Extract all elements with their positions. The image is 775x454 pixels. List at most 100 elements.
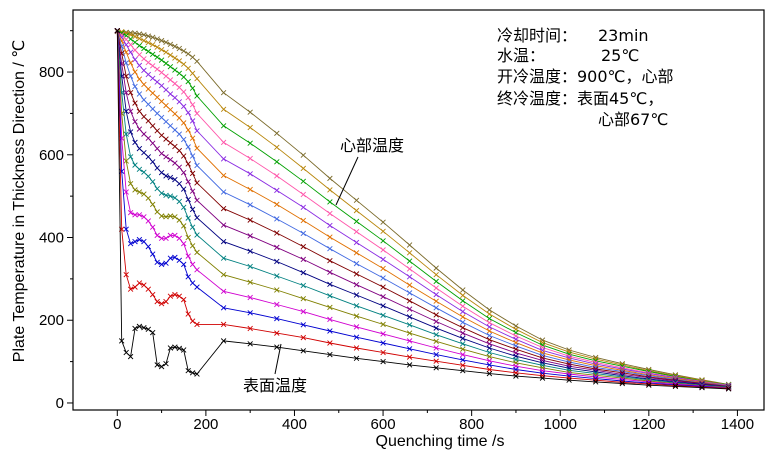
data-point-s7-18 [194,197,200,204]
data-point-s7-8 [149,140,156,146]
data-point-s14-28 [460,292,466,299]
data-point-s1-19 [220,321,227,328]
data-point-s0-27 [433,365,439,371]
data-point-s9-18 [194,162,200,169]
data-point-s9-9 [154,110,160,117]
data-point-s15-25 [380,219,386,225]
end-temp-line: 终冷温度：表面45℃， [497,89,663,108]
data-point-s0-1 [118,338,125,344]
core-temp-pointer [335,156,359,206]
data-point-s2-27 [433,351,439,358]
data-point-s11-29 [486,324,493,330]
data-point-s4-22 [300,295,307,302]
data-point-s1-21 [274,330,280,336]
data-point-s6-7 [145,154,152,160]
data-point-s2-24 [353,334,360,340]
data-point-s12-9 [154,66,160,72]
data-point-s10-15 [180,120,187,126]
series-11 [114,27,732,389]
data-point-s1-23 [327,340,333,346]
data-point-s4-26 [406,330,413,336]
data-point-s4-25 [380,321,386,328]
data-point-s1-9 [154,298,160,305]
data-point-s13-13 [172,67,178,73]
data-point-s7-29 [486,341,493,347]
data-point-s1-28 [460,362,466,369]
data-point-s9-15 [180,136,187,143]
data-point-s3-15 [180,240,187,247]
data-point-s5-4 [132,162,138,168]
data-point-s11-25 [380,256,386,263]
data-point-s4-13 [172,214,178,220]
data-point-s6-10 [158,169,165,176]
cooling-time-label: 冷却时间： [497,26,577,45]
data-point-s7-11 [163,154,169,160]
data-point-s9-4 [132,83,138,90]
data-point-s3-29 [486,358,493,364]
data-point-s14-10 [158,46,165,53]
y-tick-label: 800 [39,64,64,81]
data-point-s7-22 [300,256,307,263]
data-point-s13-16 [185,78,191,85]
data-point-s1-12 [167,293,174,299]
data-point-s14-27 [433,271,439,278]
data-point-s10-14 [176,115,183,121]
data-point-s4-20 [247,279,253,285]
data-point-s7-9 [154,145,160,152]
tick-layer: 0 200 400 600 800 1000 1200 1400 0 200 400 600 800 [39,30,754,433]
data-point-s5-13 [172,195,178,201]
data-point-s11-7 [145,71,152,78]
data-point-s9-14 [176,131,183,137]
data-point-s6-14 [176,180,183,187]
data-point-s0-6 [141,324,147,331]
core-temp-label: 心部温度 [340,136,404,155]
data-point-s15-9 [154,36,160,42]
data-point-s0-29 [486,370,493,377]
data-point-s1-11 [163,298,169,305]
core-annotation: 心部温度 [335,136,404,206]
data-point-s1-27 [433,358,439,364]
data-point-s8-17 [189,170,196,177]
data-point-s0-28 [460,367,466,374]
y-tick-label: 0 [56,395,64,412]
data-point-s13-15 [180,74,187,80]
cooling-time-value: 23min [598,26,649,45]
series-0 [114,27,732,392]
data-point-s14-21 [274,144,280,151]
data-point-s14-5 [136,35,143,42]
data-point-s3-25 [380,331,386,337]
data-point-s15-6 [141,32,147,38]
data-point-s15-5 [136,31,143,37]
data-point-s4-8 [149,201,156,208]
data-point-s4-3 [127,180,134,187]
data-point-s0-13 [172,344,178,350]
data-point-s6-20 [247,248,253,254]
data-point-s7-28 [460,330,466,336]
data-point-s15-8 [149,34,156,41]
data-point-s7-7 [145,135,152,141]
data-point-s11-6 [141,67,147,74]
data-point-s9-23 [327,245,333,252]
data-point-s15-16 [185,51,191,57]
data-point-s7-20 [247,233,253,239]
data-point-s10-22 [300,217,307,224]
data-point-s8-10 [158,132,165,139]
x-tick-label: 1200 [632,416,665,433]
surface-temp-pointer [274,343,282,375]
data-point-s0-16 [185,367,191,374]
data-point-s7-4 [132,118,138,125]
data-point-s7-17 [189,188,196,194]
data-point-s2-26 [406,346,413,352]
data-point-s8-21 [274,230,280,236]
data-point-s2-25 [380,340,386,346]
data-point-s0-37 [699,384,705,391]
data-point-s8-3 [127,89,134,96]
data-point-s3-8 [149,224,156,230]
data-point-s2-19 [220,305,227,311]
data-point-s5-10 [158,190,165,196]
data-point-s12-17 [189,101,196,108]
data-point-s13-21 [274,159,280,165]
data-point-s10-23 [327,234,333,240]
data-point-s5-19 [220,255,227,261]
surface-annotation: 表面温度 [243,343,307,395]
